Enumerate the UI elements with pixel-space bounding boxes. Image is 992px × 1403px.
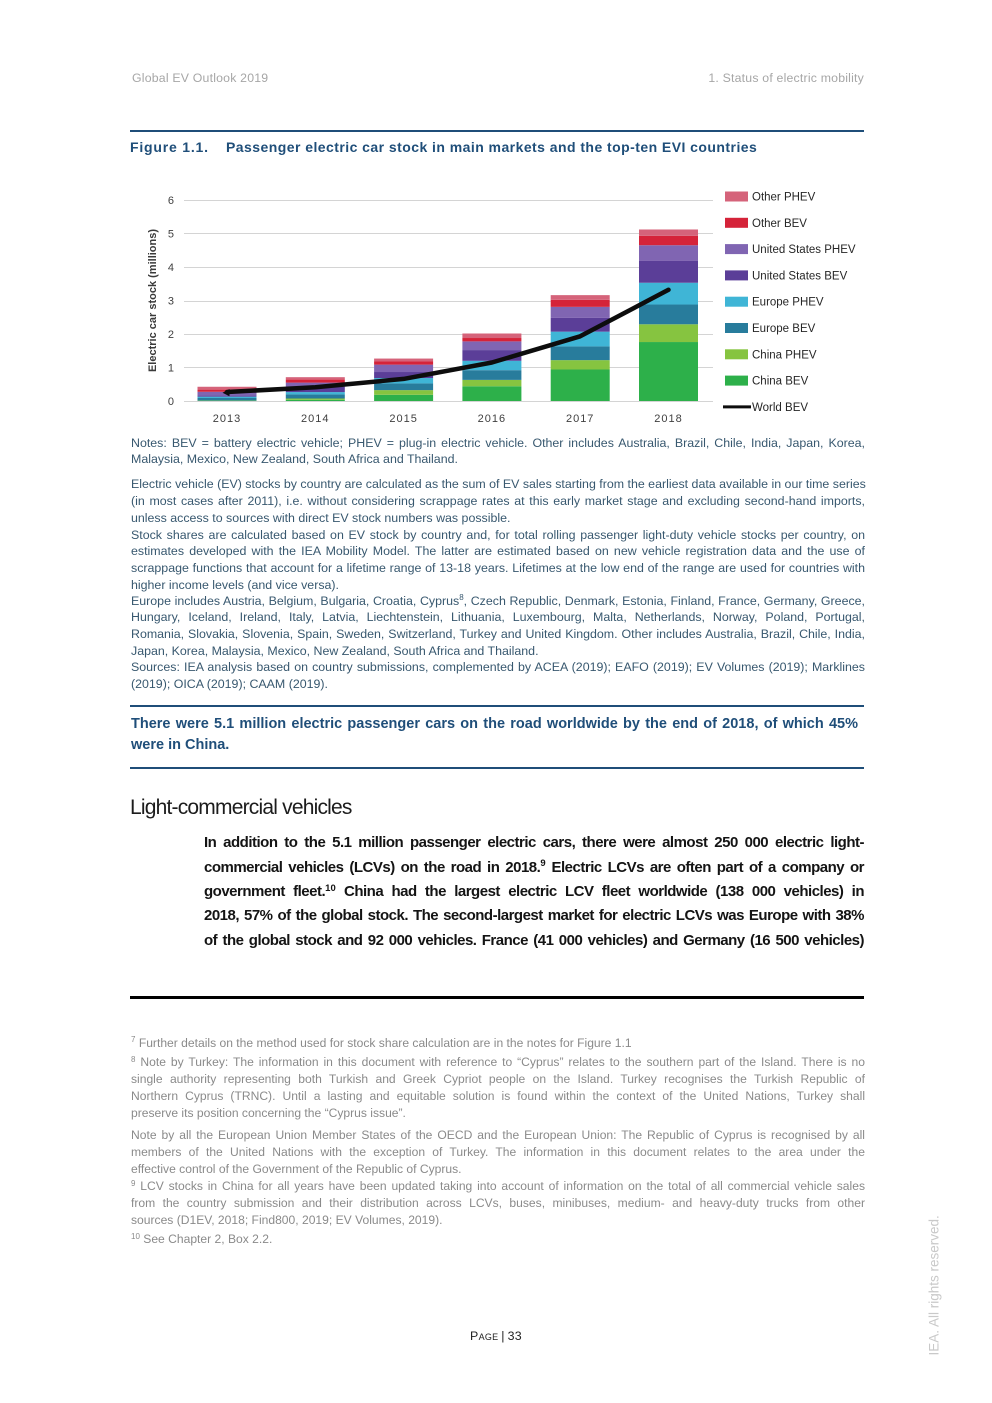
- svg-text:2015: 2015: [389, 413, 417, 425]
- svg-text:2016: 2016: [478, 413, 506, 425]
- svg-text:2018: 2018: [654, 413, 682, 425]
- svg-text:Europe PHEV: Europe PHEV: [752, 297, 824, 309]
- svg-text:5: 5: [168, 229, 174, 241]
- svg-text:United States PHEV: United States PHEV: [752, 244, 856, 256]
- svg-text:Electric car stock (millions): Electric car stock (millions): [147, 229, 159, 372]
- svg-text:Other PHEV: Other PHEV: [752, 192, 816, 204]
- svg-text:2017: 2017: [566, 413, 594, 425]
- svg-text:3: 3: [168, 296, 174, 308]
- svg-text:China BEV: China BEV: [752, 376, 809, 388]
- svg-text:0: 0: [168, 396, 174, 408]
- svg-text:1: 1: [168, 363, 174, 375]
- svg-text:United States BEV: United States BEV: [752, 270, 848, 282]
- svg-text:6: 6: [168, 195, 174, 207]
- svg-text:Europe BEV: Europe BEV: [752, 323, 816, 335]
- svg-text:China PHEV: China PHEV: [752, 349, 817, 361]
- svg-text:2013: 2013: [213, 413, 241, 425]
- svg-text:4: 4: [168, 262, 174, 274]
- svg-text:2014: 2014: [301, 413, 329, 425]
- svg-text:2: 2: [168, 329, 174, 341]
- svg-text:World BEV: World BEV: [752, 402, 808, 414]
- svg-text:Other BEV: Other BEV: [752, 218, 807, 230]
